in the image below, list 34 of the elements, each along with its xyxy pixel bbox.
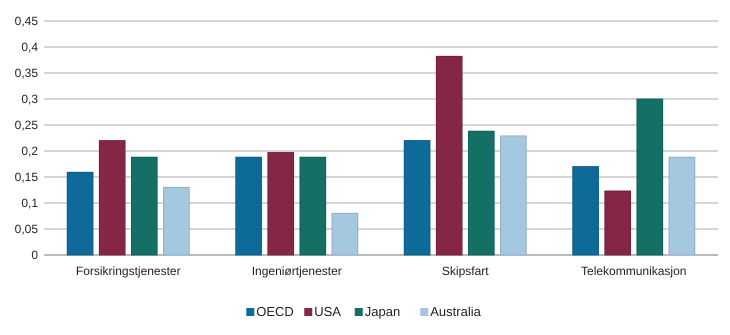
y-tick-label: 0,05 (14, 222, 38, 236)
bar (332, 212, 358, 256)
x-tick-label: Skipsfart (442, 264, 490, 278)
y-tick-label: 0,1 (21, 196, 38, 210)
legend-label: OECD (256, 304, 294, 319)
y-tick-label: 0,2 (21, 144, 38, 158)
bar (267, 152, 294, 256)
bar (572, 166, 599, 256)
bar (636, 98, 664, 256)
y-tick-label: 0,15 (14, 170, 38, 184)
y-tick-label: 0,4 (21, 40, 38, 54)
bar (98, 140, 126, 256)
y-tick-label: 0 (31, 248, 38, 262)
bar (66, 172, 94, 256)
x-tick-label: Telekommunikasjon (581, 264, 686, 278)
legend-label: Japan (364, 304, 400, 319)
y-tick-label: 0,35 (14, 66, 38, 80)
legend-label: Australia (430, 304, 482, 319)
y-tick-label: 0,25 (14, 118, 38, 132)
x-tick-label: Forsikringstjenester (76, 264, 181, 278)
bar (299, 156, 326, 256)
bar (604, 190, 632, 256)
legend-label: USA (314, 304, 342, 319)
bar (668, 156, 696, 256)
bar (500, 135, 527, 256)
x-tick-label: Ingeniørtjenester (252, 264, 342, 278)
bar (130, 156, 158, 256)
bar (235, 156, 262, 256)
y-tick-label: 0,3 (21, 92, 38, 106)
bar (468, 130, 495, 256)
bar (404, 140, 430, 256)
bar (436, 56, 463, 256)
y-tick-label: 0,45 (14, 14, 38, 28)
bar (163, 186, 190, 256)
